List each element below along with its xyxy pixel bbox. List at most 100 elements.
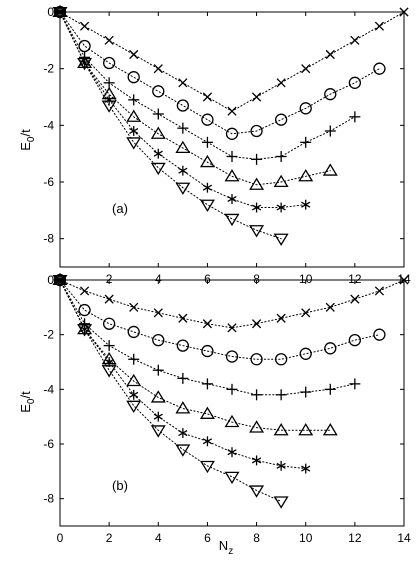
marker-triangle-down-0 [52, 6, 68, 20]
marker-circle-13 [373, 328, 386, 341]
asterisk-stroke [104, 358, 114, 366]
marker-triangle-up-9 [273, 423, 289, 436]
x-tick-label: 14 [397, 531, 411, 545]
marker-plus-4 [152, 364, 164, 376]
asterisk-stroke [276, 462, 286, 469]
marker-x-13 [374, 21, 385, 31]
x-tick-label: 4 [155, 531, 162, 545]
marker-circle-7 [225, 127, 239, 140]
marker-asterisk-8 [251, 202, 262, 213]
panel-label: (b) [112, 478, 128, 493]
x-stroke [153, 64, 163, 74]
marker-triangle-up-11 [322, 423, 338, 436]
marker-triangle-up-5 [175, 401, 191, 414]
marker-triangle-up-11 [322, 163, 338, 176]
marker-triangle-up-6 [199, 406, 215, 419]
marker-triangle-down-2 [101, 100, 117, 113]
marker-x-14 [399, 7, 409, 17]
series-line-x [59, 279, 405, 329]
marker-triangle-down-4 [150, 425, 166, 438]
marker-plus-10 [300, 136, 312, 148]
marker-triangle-down-7 [224, 213, 240, 227]
marker-plus-5 [177, 122, 189, 134]
x-stroke [251, 92, 262, 102]
y-axis-title-b: E0/t [18, 391, 37, 413]
asterisk-stroke [227, 449, 237, 456]
x-tick-label: 8 [253, 531, 260, 545]
marker-triangle-down-0 [52, 274, 68, 288]
marker-x-6 [202, 319, 213, 329]
y-tick-label: -4 [43, 382, 54, 396]
marker-triangle-down-8 [249, 225, 265, 238]
marker-triangle-down-2 [101, 365, 117, 378]
marker-x-2 [104, 35, 114, 45]
marker-circle-3 [127, 325, 140, 339]
x-stroke [104, 35, 114, 45]
x-stroke [129, 49, 139, 60]
marker-circle-7 [225, 350, 239, 363]
x-stroke [79, 286, 90, 296]
asterisk-stroke [202, 184, 213, 191]
marker-x-12 [350, 35, 360, 45]
x-stroke [227, 106, 237, 116]
asterisk-stroke [178, 430, 188, 437]
marker-circle-4 [152, 333, 165, 347]
marker-triangle-down-3 [126, 400, 142, 414]
marker-triangle-down-6 [199, 199, 215, 212]
marker-circle-9 [274, 353, 288, 366]
asterisk-stroke [178, 167, 188, 174]
x-tick-label: 6 [204, 531, 211, 545]
marker-circle-13 [373, 62, 386, 75]
x-stroke [374, 21, 385, 31]
marker-x-5 [178, 78, 188, 88]
x-stroke [276, 78, 286, 88]
marker-triangle-up-9 [273, 174, 289, 188]
x-stroke [325, 49, 335, 60]
marker-asterisk-7 [227, 447, 237, 458]
asterisk-stroke [227, 195, 237, 203]
x-tick-label: 6 [204, 272, 211, 286]
marker-x-12 [350, 294, 360, 304]
series-line-triangle-up [59, 279, 331, 431]
marker-x-4 [153, 308, 163, 318]
marker-triangle-down-5 [175, 444, 191, 457]
marker-triangle-up-3 [126, 109, 142, 122]
y-axis-title-a: E0/t [18, 129, 37, 151]
marker-circle-10 [299, 102, 312, 115]
marker-asterisk-8 [251, 455, 262, 466]
marker-circle-8 [250, 124, 263, 138]
marker-plus-2 [103, 77, 115, 89]
x-stroke [129, 302, 139, 312]
y-tick-label: -8 [43, 232, 54, 246]
marker-x-5 [178, 313, 188, 323]
y-tick-label: -2 [43, 328, 54, 342]
asterisk-stroke [153, 413, 163, 420]
marker-x-10 [301, 308, 311, 318]
marker-plus-12 [349, 111, 361, 123]
marker-asterisk-9 [276, 202, 286, 213]
x-stroke [399, 7, 409, 17]
marker-asterisk-4 [153, 148, 163, 159]
asterisk-stroke [301, 201, 311, 208]
marker-plus-9 [275, 389, 287, 401]
marker-circle-8 [250, 353, 263, 366]
marker-triangle-up-5 [175, 140, 191, 154]
x-tick-label: 0 [57, 531, 64, 545]
x-axis-title: Nz [219, 538, 233, 557]
marker-triangle-down-5 [175, 182, 191, 195]
y-tick-label: 0 [47, 5, 54, 19]
asterisk-stroke [153, 150, 163, 157]
marker-plus-6 [201, 378, 213, 390]
marker-plus-5 [177, 372, 189, 384]
marker-triangle-up-4 [150, 126, 166, 139]
marker-asterisk-4 [153, 411, 163, 422]
marker-x-2 [104, 294, 114, 304]
x-stroke [301, 308, 311, 318]
marker-triangle-up-3 [126, 373, 142, 387]
marker-circle-5 [176, 99, 190, 112]
marker-plus-8 [251, 153, 263, 165]
marker-asterisk-10 [301, 463, 311, 474]
marker-asterisk-3 [129, 126, 139, 136]
